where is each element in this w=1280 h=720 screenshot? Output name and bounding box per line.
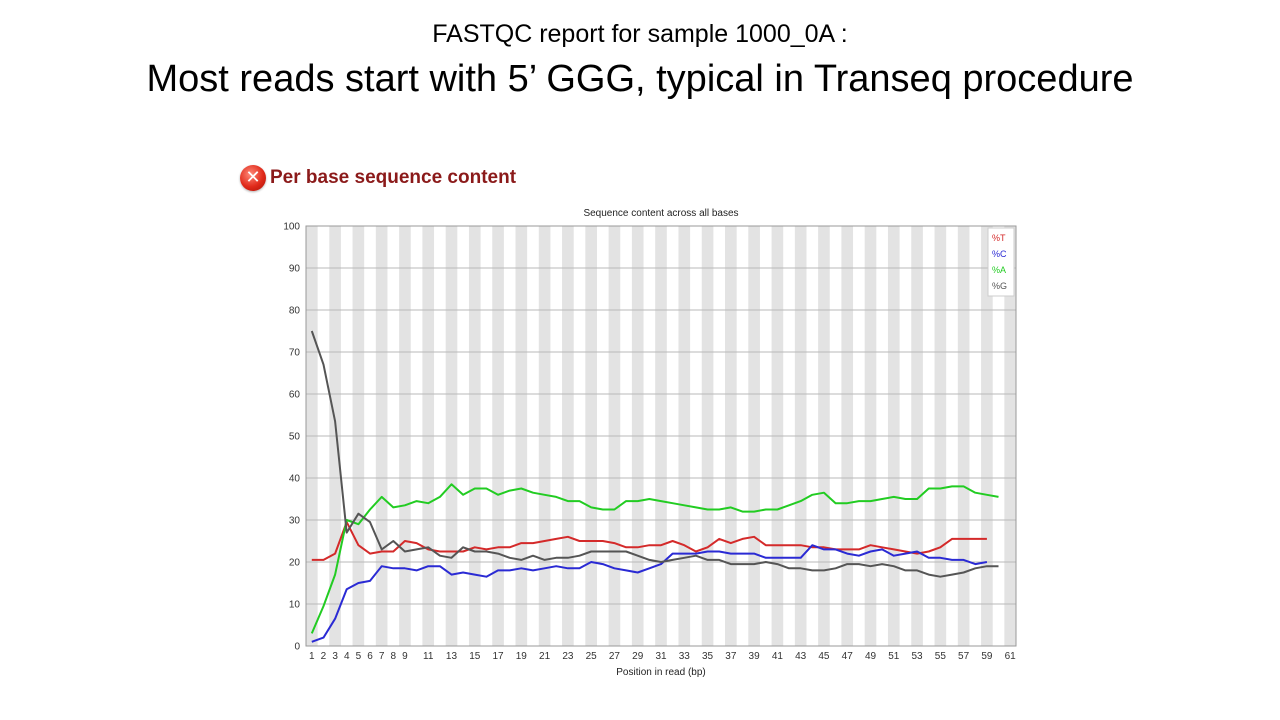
y-tick-label: 90 xyxy=(289,264,301,275)
fail-icon: ✕ xyxy=(240,165,266,191)
y-tick-label: 20 xyxy=(289,558,301,569)
x-tick-label: 59 xyxy=(981,651,993,662)
x-tick-label: 53 xyxy=(912,651,924,662)
y-tick-label: 30 xyxy=(289,516,301,527)
y-tick-label: 70 xyxy=(289,348,301,359)
x-tick-label: 55 xyxy=(935,651,947,662)
plot-frame xyxy=(305,225,1017,647)
x-tick-labels: 1 2 3 4 5 6 7 8 9 11 13 15 17 19 21 23 25 27 29 31 33 35 37 39 4… xyxy=(309,651,1016,662)
x-tick-label: 15 xyxy=(469,651,481,662)
legend-item: %T xyxy=(992,233,1006,243)
module-title: Per base sequence content xyxy=(270,167,517,188)
x-tick-label: 27 xyxy=(609,651,621,662)
x-tick-label: 17 xyxy=(492,651,504,662)
x-tick-label: 1 xyxy=(309,651,315,662)
y-tick-label: 60 xyxy=(289,390,301,401)
series-line-a xyxy=(310,483,999,634)
x-tick-label: 41 xyxy=(772,651,784,662)
x-tick-label: 37 xyxy=(725,651,737,662)
x-tick-label: 23 xyxy=(562,651,574,662)
x-tick-label: 35 xyxy=(702,651,714,662)
x-tick-label: 21 xyxy=(539,651,551,662)
x-tick-label: 61 xyxy=(1005,651,1017,662)
legend: %T %C %A %G xyxy=(987,227,1015,297)
x-tick-label: 3 xyxy=(332,651,338,662)
y-tick-label: 50 xyxy=(289,432,301,443)
x-tick-label: 19 xyxy=(516,651,528,662)
legend-item: %A xyxy=(992,265,1006,275)
x-tick-label: 2 xyxy=(321,651,327,662)
x-tick-label: 49 xyxy=(865,651,877,662)
x-tick-label: 5 xyxy=(356,651,362,662)
y-tick-label: 0 xyxy=(294,642,300,653)
legend-box xyxy=(987,227,1015,297)
x-tick-label: 33 xyxy=(679,651,691,662)
x-tick-label: 57 xyxy=(958,651,970,662)
module-header: ✕ Per base sequence content xyxy=(240,163,516,193)
legend-item: %G xyxy=(992,281,1007,291)
slide-subtitle: FASTQC report for sample 1000_0A : xyxy=(432,20,848,48)
x-tick-label: 8 xyxy=(391,651,397,662)
x-tick-label: 31 xyxy=(655,651,667,662)
y-tick-label: 80 xyxy=(289,306,301,317)
y-tick-label: 40 xyxy=(289,474,301,485)
y-tick-labels: 0 10 20 30 40 50 60 70 80 90 100 xyxy=(283,222,300,653)
x-tick-label: 39 xyxy=(749,651,761,662)
x-tick-label: 13 xyxy=(446,651,458,662)
x-tick-label: 47 xyxy=(842,651,854,662)
series-line-c xyxy=(311,544,988,643)
x-tick-label: 29 xyxy=(632,651,644,662)
y-tick-label: 10 xyxy=(289,600,301,611)
x-tick-label: 11 xyxy=(423,651,434,662)
slide-title: Most reads start with 5’ GGG, typical in… xyxy=(146,58,1134,100)
x-tick-label: 9 xyxy=(402,651,408,662)
x-tick-label: 4 xyxy=(344,651,350,662)
series-line-t xyxy=(311,521,987,561)
x-tick-label: 51 xyxy=(888,651,900,662)
x-axis-label: Position in read (bp) xyxy=(616,667,706,678)
x-tick-label: 43 xyxy=(795,651,807,662)
legend-item: %C xyxy=(992,249,1007,259)
x-tick-label: 7 xyxy=(379,651,385,662)
series-line-g xyxy=(310,330,999,578)
x-tick-label: 25 xyxy=(586,651,598,662)
x-tick-label: 45 xyxy=(818,651,830,662)
chart-title: Sequence content across all bases xyxy=(583,208,738,219)
y-tick-label: 100 xyxy=(283,222,300,233)
x-tick-label: 6 xyxy=(367,651,373,662)
series-lines xyxy=(310,330,999,643)
